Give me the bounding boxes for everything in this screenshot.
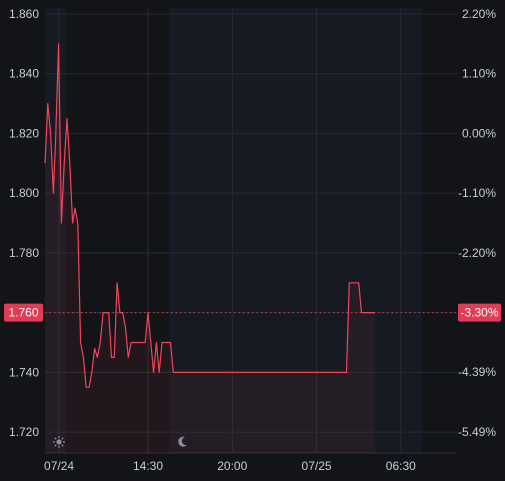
x-tick-label: 20:00: [217, 459, 247, 473]
sun-icon-core: [56, 439, 62, 445]
right-axis-ticks: 2.20% 1.10% 0.00% -1.10% -2.20% -4.39% -5.49%: [458, 7, 496, 439]
moon-icon-shape: [178, 436, 187, 447]
y-tick-label: 1.780: [9, 246, 39, 260]
pct-tick-label: 0.00%: [462, 126, 496, 140]
pct-tick-label: -4.39%: [458, 365, 496, 379]
series-line-path: [44, 43, 376, 388]
pct-tick-label: 2.20%: [462, 7, 496, 21]
y-tick-label: 1.840: [9, 67, 39, 81]
x-tick-label: 07/25: [302, 459, 332, 473]
x-tick-label: 07/24: [44, 459, 74, 473]
sun-icon-ray: [54, 444, 57, 447]
y-tick-label: 1.800: [9, 186, 39, 200]
series-line: [44, 43, 376, 388]
x-tick-label: 06:30: [386, 459, 416, 473]
sun-icon-ray: [61, 444, 64, 447]
y-tick-label: 1.720: [9, 425, 39, 439]
moon-icon: [178, 436, 187, 447]
pct-tick-label: -5.49%: [458, 425, 496, 439]
left-axis-ticks: 1.860 1.840 1.820 1.800 1.780 1.740 1.720: [9, 7, 39, 439]
last-price-label: 1.760: [8, 306, 38, 320]
y-tick-label: 1.740: [9, 365, 39, 379]
sun-icon-ray: [54, 437, 57, 440]
pct-tick-label: 1.10%: [462, 67, 496, 81]
sun-icon: [53, 436, 65, 448]
x-axis-ticks: 07/24 14:30 20:00 07/25 06:30: [44, 459, 416, 473]
pct-tick-label: -2.20%: [458, 246, 496, 260]
pct-tick-label: -1.10%: [458, 186, 496, 200]
last-price-tags: 1.760 -3.30%: [4, 303, 501, 322]
y-tick-label: 1.860: [9, 7, 39, 21]
session-band: [169, 8, 422, 453]
sun-icon-ray: [61, 437, 64, 440]
last-price-pct-label: -3.30%: [460, 306, 498, 320]
session-band: [45, 8, 67, 453]
x-tick-label: 14:30: [133, 459, 163, 473]
session-icons: [53, 436, 187, 448]
last-price-tag-left: [4, 303, 43, 322]
y-tick-label: 1.820: [9, 126, 39, 140]
last-price-tag-right: [458, 303, 501, 322]
session-bands: [45, 8, 457, 454]
